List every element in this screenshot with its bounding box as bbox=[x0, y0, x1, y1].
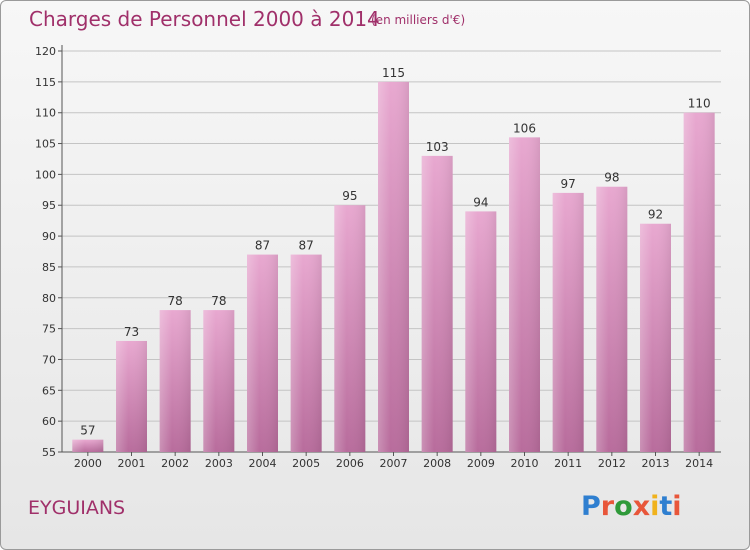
bar-shine bbox=[159, 310, 191, 452]
bar-value-label: 92 bbox=[648, 208, 663, 222]
y-tick-label: 100 bbox=[35, 168, 56, 181]
y-tick-label: 85 bbox=[42, 261, 56, 274]
bars bbox=[72, 81, 715, 452]
y-tick-label: 75 bbox=[42, 323, 56, 336]
logo-letter: x bbox=[632, 491, 651, 522]
bar-value-label: 95 bbox=[342, 189, 357, 203]
bar-shine bbox=[465, 211, 497, 452]
x-tick-label: 2008 bbox=[423, 457, 451, 470]
y-tick-label: 105 bbox=[35, 138, 56, 151]
bar-value-label: 73 bbox=[124, 325, 139, 339]
labels: 55 60 65 70 75 80 85 90 95 100 105 110 115 120 57 2000 7… bbox=[35, 45, 713, 470]
y-tick-label: 95 bbox=[42, 199, 56, 212]
logo-letter: o bbox=[614, 491, 633, 522]
x-tick-label: 2001 bbox=[118, 457, 146, 470]
bar-shine bbox=[203, 310, 235, 452]
bar-shine bbox=[116, 340, 147, 452]
x-tick-label: 2010 bbox=[511, 457, 539, 470]
chart-title: Charges de Personnel 2000 à 2014 bbox=[29, 7, 380, 31]
bar-shine bbox=[552, 192, 584, 452]
bar-value-label: 57 bbox=[80, 424, 95, 438]
bar-shine bbox=[509, 137, 540, 452]
y-tick-label: 120 bbox=[35, 45, 56, 58]
bar-shine bbox=[421, 155, 453, 452]
bar-value-label: 78 bbox=[211, 294, 226, 308]
logo-letter: r bbox=[600, 491, 615, 522]
bar-shine bbox=[72, 439, 104, 452]
bar-value-label: 78 bbox=[168, 294, 183, 308]
bar-value-label: 87 bbox=[299, 239, 314, 253]
bar-value-label: 115 bbox=[382, 66, 405, 80]
x-tick-label: 2013 bbox=[642, 457, 670, 470]
y-tick-label: 80 bbox=[42, 292, 56, 305]
x-tick-label: 2006 bbox=[336, 457, 364, 470]
logo-letter: t bbox=[659, 491, 673, 522]
y-tick-label: 110 bbox=[35, 107, 56, 120]
x-tick-label: 2003 bbox=[205, 457, 233, 470]
x-tick-label: 2009 bbox=[467, 457, 495, 470]
y-tick-label: 55 bbox=[42, 446, 56, 459]
chart-subtitle: (en milliers d'€) bbox=[371, 13, 466, 27]
y-tick-label: 90 bbox=[42, 230, 56, 243]
logo-letter: i bbox=[672, 491, 682, 522]
logo-letter: i bbox=[650, 491, 660, 522]
bar-value-label: 97 bbox=[561, 177, 576, 191]
bar-shine bbox=[378, 81, 409, 452]
bar-value-label: 110 bbox=[688, 97, 711, 111]
y-tick-label: 65 bbox=[42, 384, 56, 397]
bar-shine bbox=[640, 223, 671, 452]
bar-shine bbox=[334, 205, 366, 452]
bar-shine bbox=[247, 254, 278, 452]
bar-value-label: 94 bbox=[473, 195, 488, 209]
bar-shine bbox=[683, 112, 715, 452]
bar-value-label: 106 bbox=[513, 121, 536, 135]
x-tick-label: 2007 bbox=[380, 457, 408, 470]
x-tick-label: 2014 bbox=[685, 457, 713, 470]
bar-shine bbox=[290, 254, 322, 452]
x-tick-label: 2012 bbox=[598, 457, 626, 470]
proxiti-logo: Proxiti bbox=[581, 491, 682, 522]
bar-shine bbox=[596, 186, 628, 452]
bar-value-label: 87 bbox=[255, 239, 270, 253]
x-tick-label: 2005 bbox=[292, 457, 320, 470]
commune-name: EYGUIANS bbox=[28, 497, 126, 519]
logo-letter: P bbox=[581, 491, 601, 522]
x-tick-label: 2011 bbox=[554, 457, 582, 470]
y-tick-label: 60 bbox=[42, 415, 56, 428]
bar-value-label: 98 bbox=[604, 171, 619, 185]
y-tick-label: 115 bbox=[35, 76, 56, 89]
x-tick-label: 2002 bbox=[161, 457, 189, 470]
x-tick-label: 2000 bbox=[74, 457, 102, 470]
x-tick-label: 2004 bbox=[249, 457, 277, 470]
y-tick-label: 70 bbox=[42, 353, 56, 366]
bar-value-label: 103 bbox=[426, 140, 449, 154]
